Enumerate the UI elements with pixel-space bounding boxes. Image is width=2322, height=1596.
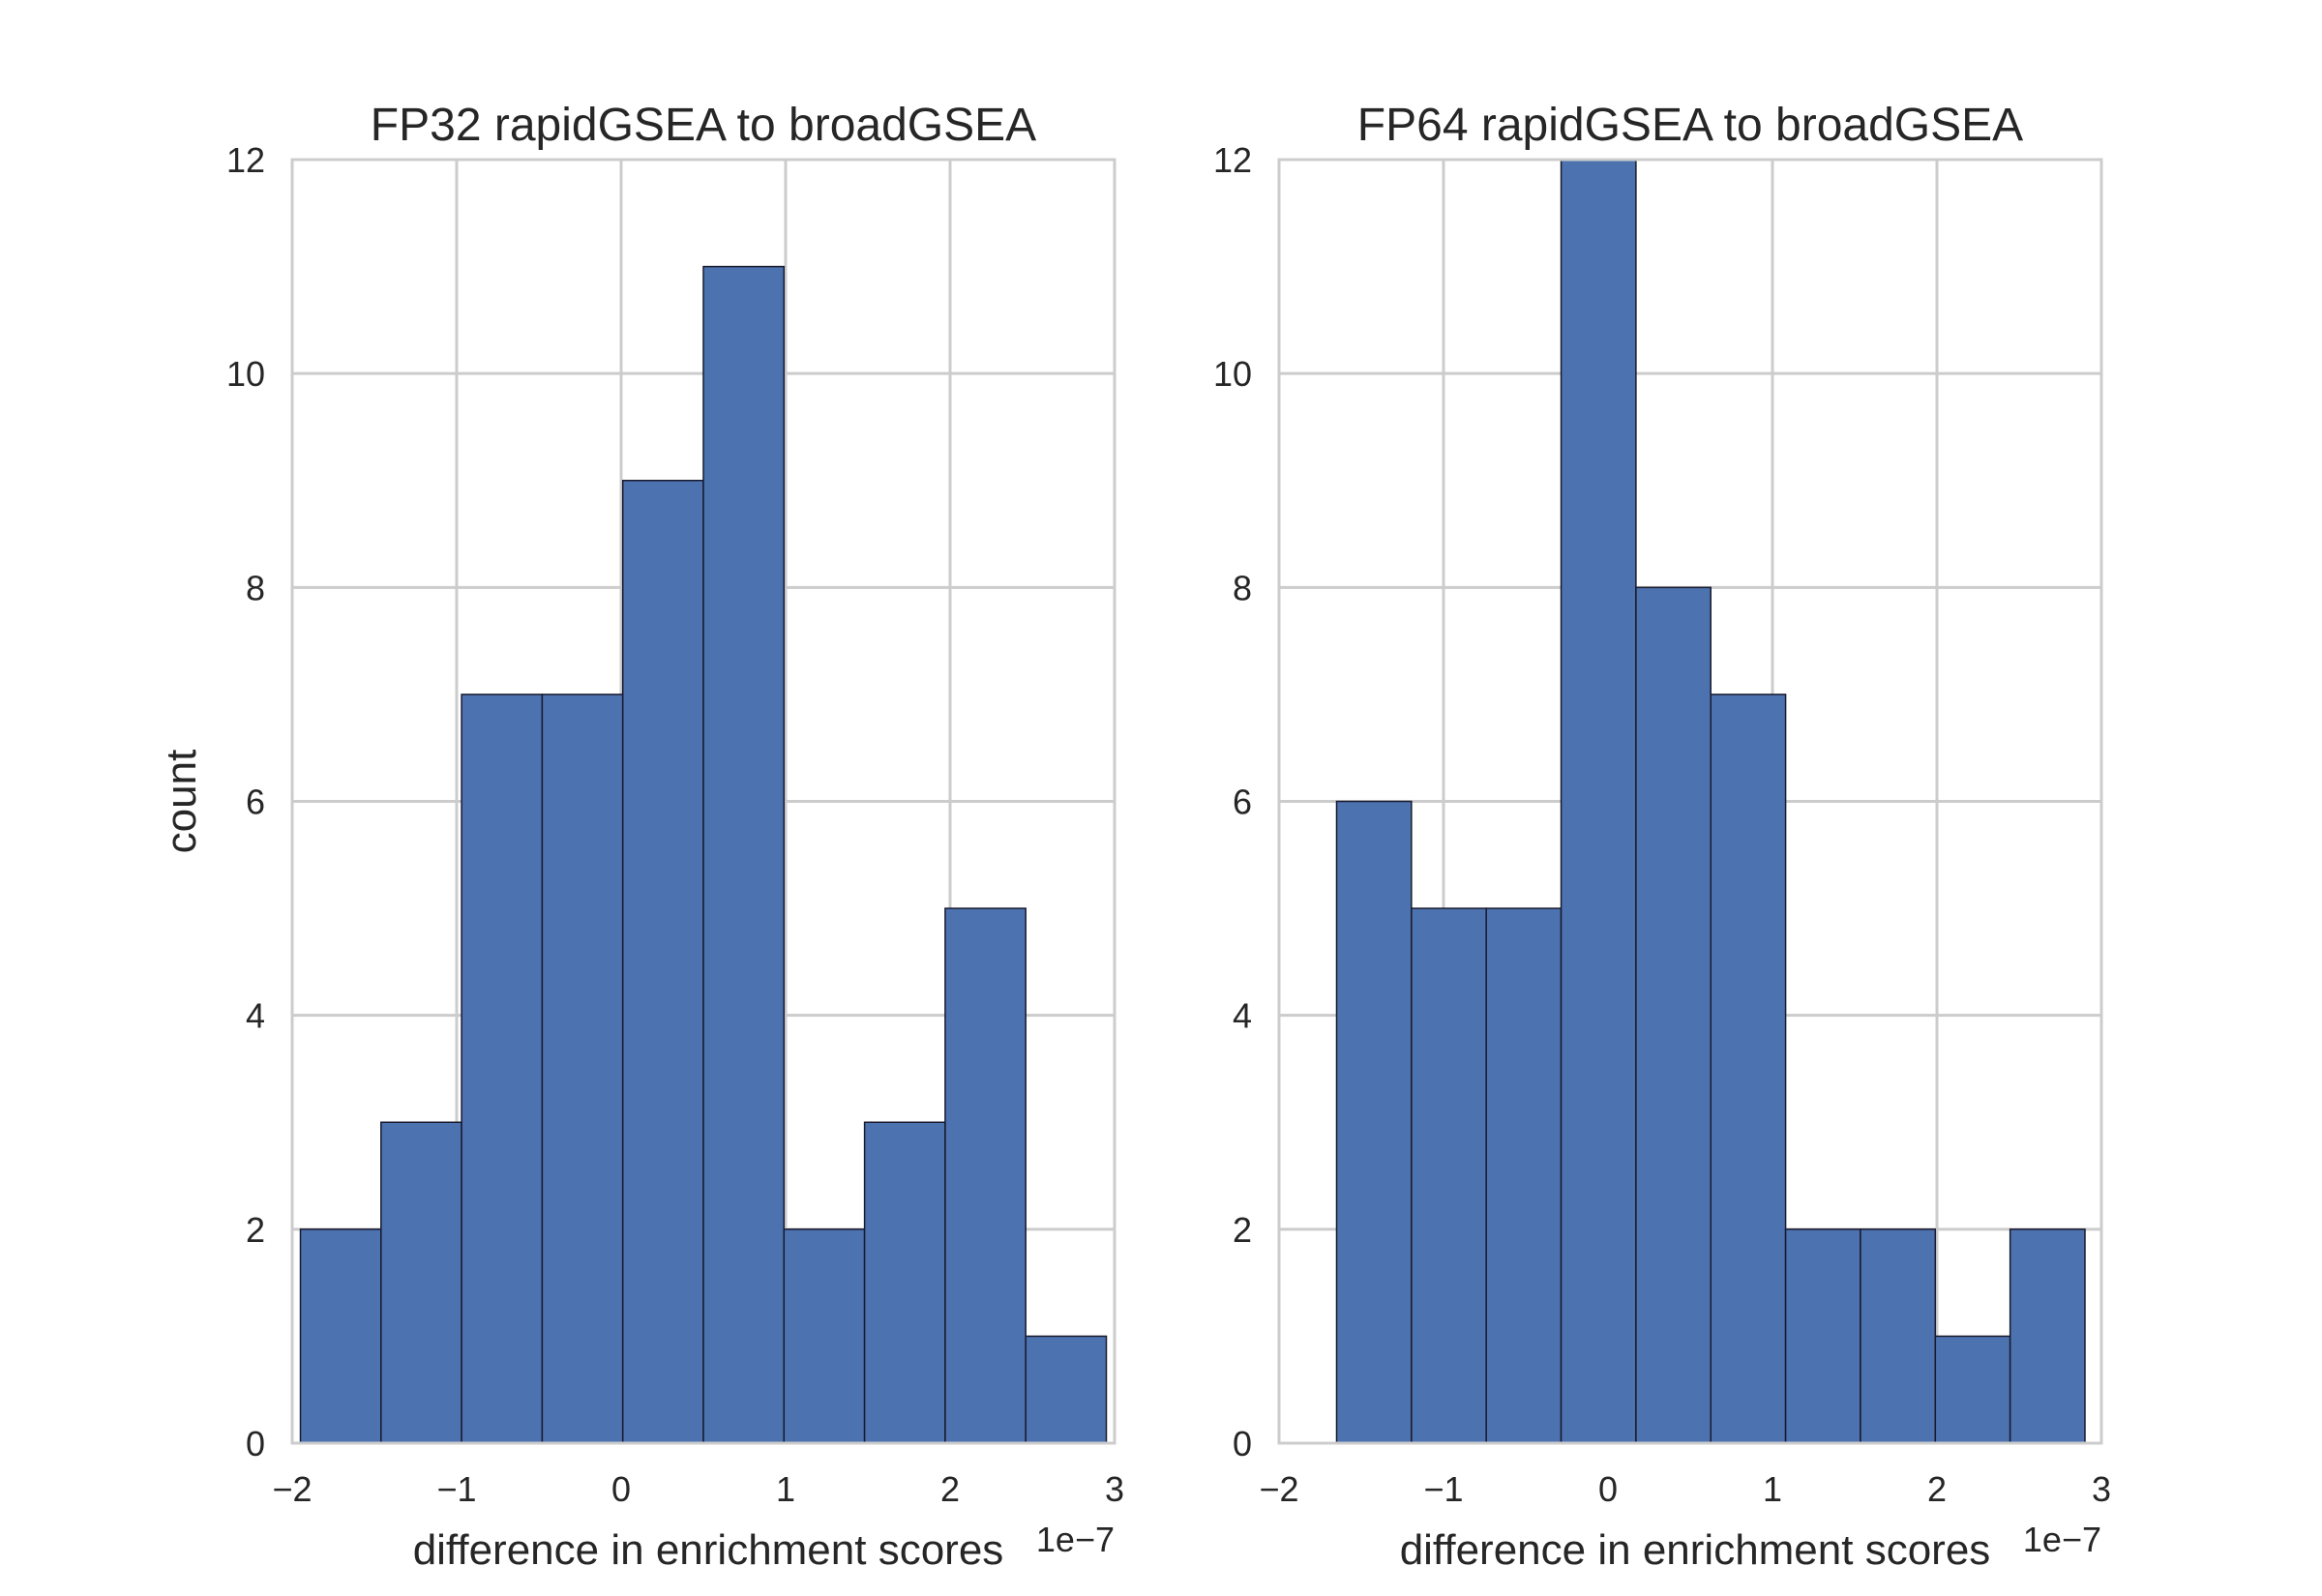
fp32-x-offset-label: 1e−7 <box>1036 1520 1115 1559</box>
fp64-axes-frame <box>1277 158 2103 1445</box>
fp32-histogram-bar <box>299 1228 382 1444</box>
fp32-axes-frame <box>290 158 1116 1445</box>
fp64-histogram-bar <box>1784 1228 1861 1444</box>
fp32-y-tick-label: 0 <box>246 1424 265 1463</box>
fp32-bars <box>299 265 1108 1444</box>
fp64-histogram-bar <box>1710 694 1787 1444</box>
fp64-x-tick-label: 3 <box>2092 1469 2111 1509</box>
fp64-y-tick-label: 2 <box>1233 1210 1252 1250</box>
fp64-histogram-bar <box>1411 907 1487 1444</box>
fp32-histogram-bar <box>541 694 624 1444</box>
fp64-y-tick-label: 10 <box>1213 354 1252 394</box>
fp32-y-tick-label: 10 <box>226 354 265 394</box>
fp32-y-tick-label: 8 <box>246 568 265 607</box>
fp64-y-tick-label: 12 <box>1213 140 1252 180</box>
fp32-x-tick-label: 0 <box>611 1469 631 1509</box>
fp64-y-tick-labels: 0 2 4 6 8 10 12 <box>1213 140 1252 1463</box>
fp64-y-tick-label: 8 <box>1233 568 1252 607</box>
fp32-histogram-bar <box>783 1228 866 1444</box>
fp32-histogram-bar <box>380 1121 462 1444</box>
fp32-y-tick-label: 4 <box>246 996 265 1036</box>
fp32-histogram-bar <box>1025 1335 1108 1444</box>
fp64-x-tick-labels: −2 −1 0 1 2 3 <box>1259 1469 2111 1509</box>
fp64-x-tick-label: −2 <box>1259 1469 1298 1509</box>
fp64-chart-title: FP64 rapidGSEA to broadGSEA <box>1357 100 2023 151</box>
fp32-histogram-bar <box>863 1121 946 1444</box>
fp64-y-tick-label: 4 <box>1233 996 1252 1036</box>
fp64-bars <box>1335 159 2086 1444</box>
fp32-y-tick-label: 2 <box>246 1210 265 1250</box>
fp32-x-tick-label: 3 <box>1105 1469 1124 1509</box>
fp32-y-tick-label: 6 <box>246 783 265 822</box>
fp32-x-axis-label: difference in enrichment scores <box>413 1526 1004 1574</box>
fp32-x-tick-labels: −2 −1 0 1 2 3 <box>272 1469 1124 1509</box>
fp64-x-offset-label: 1e−7 <box>2023 1520 2101 1559</box>
fp32-x-tick-label: −1 <box>436 1469 476 1509</box>
fp64-histogram-bar <box>1635 586 1712 1444</box>
fp64-histogram-bar <box>1860 1228 1937 1444</box>
fp64-histogram-bar <box>1335 800 1413 1444</box>
fp64-x-tick-label: 1 <box>1763 1469 1782 1509</box>
fp64-x-tick-label: 0 <box>1598 1469 1618 1509</box>
fp32-y-tick-label: 12 <box>226 140 265 180</box>
fp32-x-tick-label: 1 <box>776 1469 795 1509</box>
fp32-histogram-bar <box>702 265 786 1444</box>
fp32-histogram-bar <box>944 907 1027 1444</box>
fp32-x-tick-label: 2 <box>940 1469 960 1509</box>
fp32-chart-title: FP32 rapidGSEA to broadGSEA <box>371 100 1036 151</box>
fp32-y-tick-labels: 0 2 4 6 8 10 12 <box>226 140 265 1463</box>
fp64-y-tick-label: 6 <box>1233 783 1252 822</box>
fp64-x-axis-label: difference in enrichment scores <box>1400 1526 1991 1574</box>
fp32-y-axis-label: count <box>158 750 205 854</box>
fp32-histogram-bar <box>461 694 544 1444</box>
fp64-histogram-bar <box>1934 1335 2011 1444</box>
fp64-x-tick-label: 2 <box>1927 1469 1947 1509</box>
fp64-x-tick-label: −1 <box>1423 1469 1463 1509</box>
fp32-histogram-bar <box>621 480 704 1444</box>
fp64-histogram-bar <box>2009 1228 2086 1444</box>
fp64-histogram-bar <box>1560 159 1637 1444</box>
fp32-x-tick-label: −2 <box>272 1469 312 1509</box>
fp64-y-tick-label: 0 <box>1233 1424 1252 1463</box>
fp64-histogram-bar <box>1485 907 1563 1444</box>
